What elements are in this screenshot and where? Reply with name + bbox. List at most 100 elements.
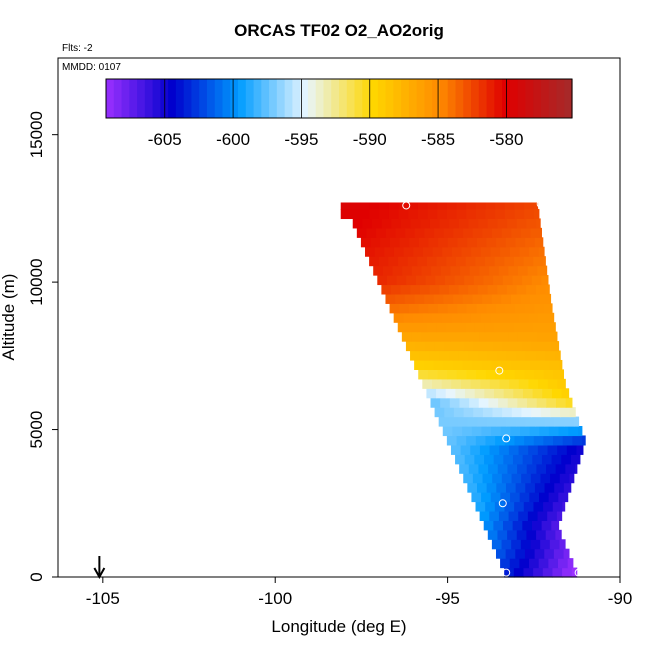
heatmap-cell xyxy=(500,246,511,257)
heatmap-cell xyxy=(458,218,470,229)
heatmap-cell xyxy=(431,378,443,389)
heatmap-cell xyxy=(501,539,512,550)
heatmap-cell xyxy=(424,227,435,238)
heatmap-cell xyxy=(512,454,524,465)
heatmap-cell xyxy=(549,539,561,550)
heatmap-cell xyxy=(577,426,583,437)
heatmap-cell xyxy=(559,539,566,550)
heatmap-cell xyxy=(453,227,464,238)
heatmap-cell xyxy=(527,397,538,408)
heatmap-cell xyxy=(447,303,458,314)
heatmap-cell xyxy=(415,341,426,352)
x-axis-label: Longitude (deg E) xyxy=(271,617,406,636)
heatmap-cell xyxy=(502,275,514,286)
heatmap-cell xyxy=(494,501,506,512)
heatmap-cell xyxy=(340,202,351,210)
heatmap-cell xyxy=(510,492,521,503)
heatmap-cell xyxy=(506,284,518,295)
mmdd-label: MMDD: 0107 xyxy=(62,62,121,73)
colorbar-segment xyxy=(300,79,309,118)
heatmap-cell xyxy=(350,202,361,210)
heatmap-cell xyxy=(523,567,534,578)
heatmap-cell xyxy=(477,284,489,295)
heatmap-cell xyxy=(360,208,371,220)
heatmap-cell xyxy=(441,312,453,323)
heatmap-cell xyxy=(569,407,576,418)
heatmap-cell xyxy=(463,473,474,484)
heatmap-cell xyxy=(434,407,445,418)
colorbar-segment xyxy=(455,79,464,118)
heatmap-cell xyxy=(469,265,480,276)
heatmap-cell xyxy=(484,256,496,267)
heatmap-cell xyxy=(369,256,380,267)
heatmap-cell xyxy=(469,397,480,408)
heatmap-cell xyxy=(482,407,494,418)
heatmap-cell xyxy=(466,369,477,380)
colorbar-segment xyxy=(401,79,410,118)
heatmap-cell xyxy=(501,473,513,484)
heatmap-cell xyxy=(418,303,429,314)
colorbar-segment xyxy=(106,79,115,118)
heatmap-cell xyxy=(544,482,555,493)
heatmap-cell xyxy=(376,227,387,238)
heatmap-cell xyxy=(572,435,583,446)
heatmap-cell xyxy=(414,227,426,238)
heatmap-cell xyxy=(561,454,572,465)
heatmap-cell xyxy=(447,369,458,380)
heatmap-cell xyxy=(484,454,495,465)
heatmap-cell xyxy=(399,237,410,248)
heatmap-cell xyxy=(495,303,507,314)
heatmap-cell xyxy=(480,378,491,389)
heatmap-cell xyxy=(563,482,572,493)
heatmap-cell xyxy=(497,284,508,295)
heatmap-cell xyxy=(535,416,546,427)
heatmap-cell xyxy=(516,284,527,295)
heatmap-cell xyxy=(425,275,436,286)
heatmap-cell xyxy=(427,208,438,220)
heatmap-cell xyxy=(434,341,446,352)
heatmap-cell xyxy=(495,435,506,446)
heatmap-cell xyxy=(426,322,437,333)
heatmap-cell xyxy=(504,501,515,512)
heatmap-cell xyxy=(533,202,539,210)
heatmap-cell xyxy=(422,378,433,389)
heatmap-cell xyxy=(467,416,478,427)
heatmap-cell xyxy=(483,341,494,352)
colorbar-segment xyxy=(494,79,503,118)
heatmap-cell xyxy=(512,341,523,352)
heatmap-cell xyxy=(425,341,436,352)
heatmap-cell xyxy=(532,454,543,465)
heatmap-cell xyxy=(537,444,549,455)
heatmap-cell xyxy=(533,567,544,578)
heatmap-cell xyxy=(491,426,502,437)
heatmap-cell xyxy=(519,246,530,257)
heatmap-cell xyxy=(352,218,363,229)
heatmap-cell xyxy=(393,312,404,323)
heatmap-cell xyxy=(420,218,431,229)
heatmap-cell xyxy=(468,463,480,474)
heatmap-cell xyxy=(496,482,507,493)
colorbar-segment xyxy=(331,79,340,118)
heatmap-cell xyxy=(496,237,507,248)
heatmap-field xyxy=(340,202,586,578)
heatmap-cell xyxy=(501,359,512,370)
heatmap-cell xyxy=(428,303,439,314)
heatmap-cell xyxy=(537,510,548,521)
heatmap-cell xyxy=(574,463,578,474)
heatmap-cell xyxy=(524,303,535,314)
heatmap-cell xyxy=(487,350,498,361)
heatmap-cell xyxy=(527,265,538,276)
heatmap-cell xyxy=(444,341,455,352)
heatmap-cell xyxy=(506,350,517,361)
heatmap-cell xyxy=(528,378,539,389)
heatmap-cell xyxy=(441,378,452,389)
heatmap-cell xyxy=(557,378,566,389)
heatmap-cell xyxy=(433,293,445,304)
heatmap-cell xyxy=(510,426,521,437)
heatmap-cell xyxy=(476,303,487,314)
heatmap-cell xyxy=(519,558,530,569)
heatmap-cell xyxy=(389,237,401,248)
colorbar-segment xyxy=(517,79,526,118)
heatmap-cell xyxy=(529,359,541,370)
heatmap-cell xyxy=(483,275,494,286)
